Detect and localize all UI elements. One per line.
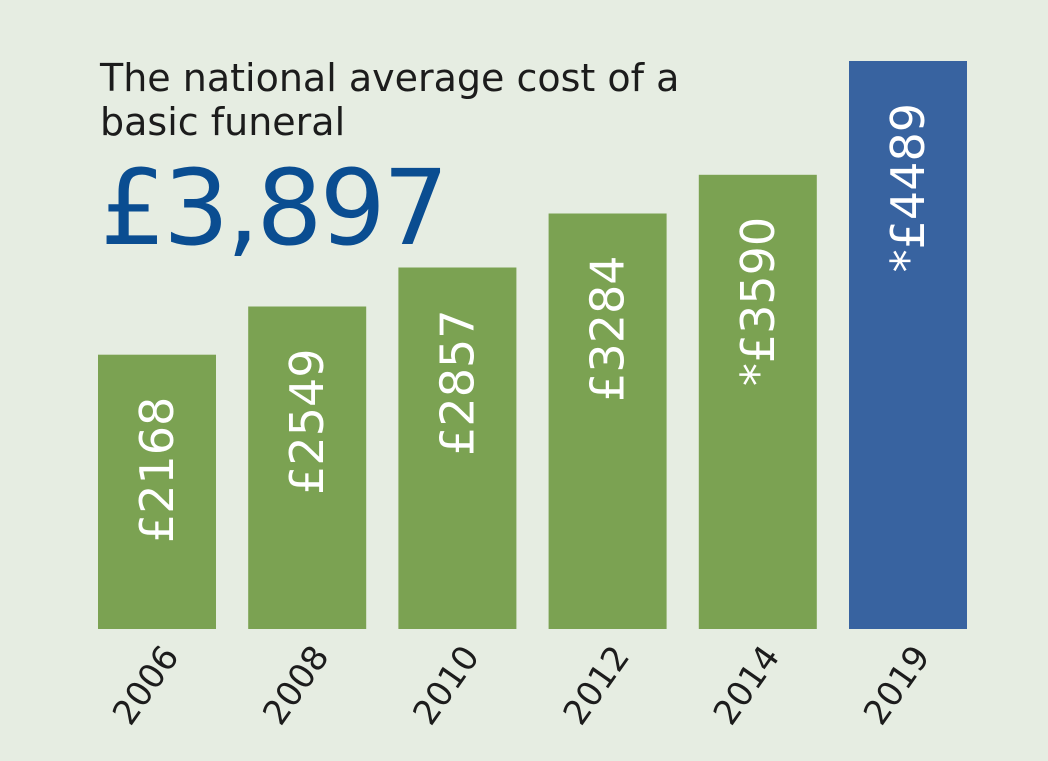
x-tick-label-2006: 2006 — [105, 639, 187, 733]
x-tick-label-2010: 2010 — [405, 639, 487, 733]
bar-2010 — [398, 267, 517, 629]
data-label-2019: *£4489 — [881, 103, 935, 272]
bar-2012 — [548, 213, 667, 629]
data-label-2006: £2168 — [130, 397, 184, 543]
x-tick-label-2019: 2019 — [856, 639, 938, 733]
data-label-2008: £2549 — [280, 349, 334, 495]
x-tick-label-2014: 2014 — [706, 639, 788, 733]
headline-value: £3,897 — [100, 147, 449, 269]
data-label-2012: £3284 — [581, 256, 635, 402]
x-tick-label-2012: 2012 — [556, 639, 638, 733]
bar-2019 — [849, 61, 967, 629]
chart-title: The national average cost of a basic fun… — [100, 56, 680, 144]
x-tick-label-2008: 2008 — [255, 639, 337, 733]
data-label-2014: *£3590 — [731, 217, 785, 386]
bar-2006 — [98, 354, 216, 629]
bar-2008 — [248, 306, 367, 629]
data-label-2010: £2857 — [430, 310, 484, 456]
bar-2014 — [698, 174, 817, 630]
